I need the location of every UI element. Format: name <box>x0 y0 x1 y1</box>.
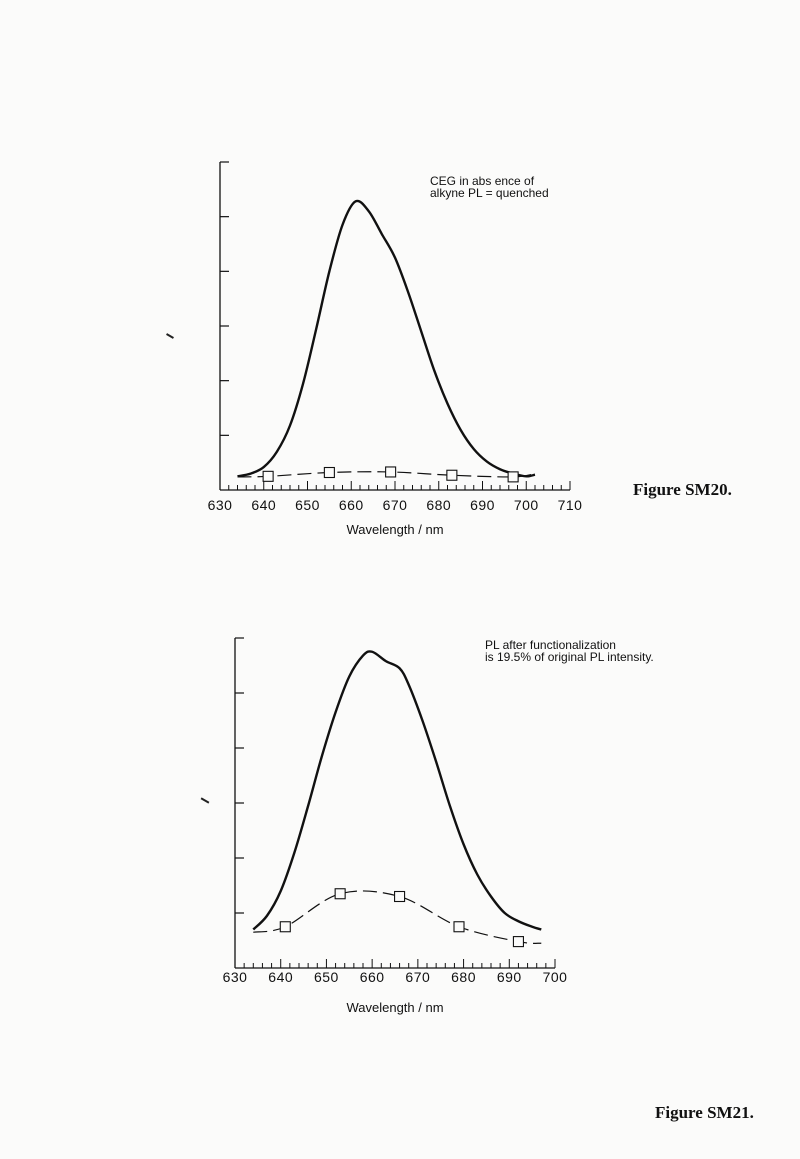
x-tick-label: 660 <box>339 497 364 513</box>
chart-annotation: CEG in abs ence of <box>430 174 535 188</box>
figure-caption-sm21: Figure SM21. <box>655 1103 754 1122</box>
chart-annotation: PL after functionalization <box>485 638 616 652</box>
square-marker <box>323 466 335 479</box>
series-original-pl-line <box>237 199 536 478</box>
x-tick-label: 680 <box>451 969 476 985</box>
x-axis-label: Wavelength / nm <box>346 1000 443 1015</box>
chart-annotation: alkyne PL = quenched <box>430 186 549 200</box>
square-marker <box>334 888 346 900</box>
x-tick-label: 650 <box>295 497 320 513</box>
x-tick-label: 660 <box>360 969 385 985</box>
figure-caption-sm20: Figure SM20. <box>633 480 732 499</box>
square-marker <box>453 921 465 933</box>
x-tick-label: 650 <box>314 969 339 985</box>
square-marker <box>262 470 274 482</box>
square-marker <box>512 936 524 948</box>
x-tick-label: 640 <box>268 969 293 985</box>
x-axis-label: Wavelength / nm <box>346 522 443 537</box>
x-tick-label: 680 <box>426 497 451 513</box>
chart-annotation: is 19.5% of original PL intensity. <box>485 650 654 664</box>
x-tick-label: 670 <box>405 969 430 985</box>
square-marker <box>279 921 291 933</box>
x-tick-label: 630 <box>208 497 233 513</box>
x-tick-label: 690 <box>497 969 522 985</box>
x-tick-label: 630 <box>223 969 248 985</box>
square-marker <box>446 469 458 481</box>
x-tick-label: 670 <box>383 497 408 513</box>
x-tick-label: 640 <box>251 497 276 513</box>
square-marker <box>394 890 406 903</box>
x-tick-label: 710 <box>558 497 583 513</box>
square-marker <box>507 471 519 483</box>
chart-sm20: 630 640 650 660 670 680 690 700 710 Wavelength / … <box>208 161 583 537</box>
x-tick-label: 700 <box>543 969 568 985</box>
x-tick-label: 690 <box>470 497 495 513</box>
x-tick-label: 700 <box>514 497 539 513</box>
series-original-pl-line <box>252 650 542 931</box>
square-marker <box>385 466 397 478</box>
